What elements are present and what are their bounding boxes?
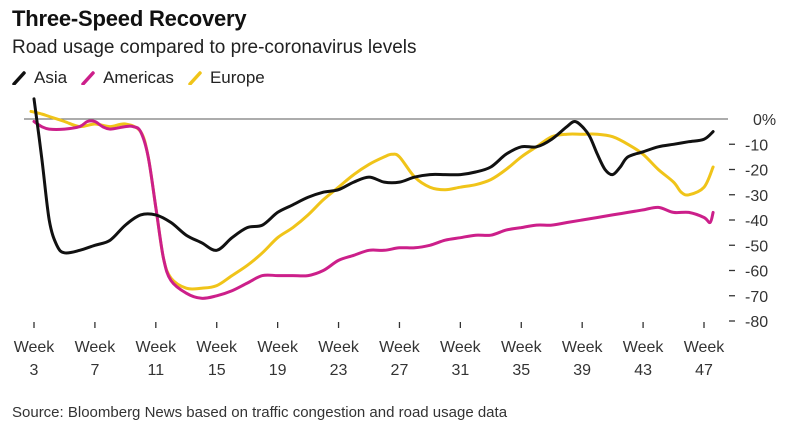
x-tick-label-week: Week bbox=[257, 339, 299, 356]
x-tick-label-week: Week bbox=[684, 339, 726, 356]
x-tick-label-number: 3 bbox=[30, 362, 39, 379]
x-tick-label-number: 27 bbox=[391, 362, 409, 379]
x-tick-label-number: 35 bbox=[512, 362, 530, 379]
legend-swatch-europe bbox=[188, 71, 202, 85]
y-tick-label: -60 bbox=[745, 264, 768, 281]
legend-item-asia: Asia bbox=[12, 68, 67, 88]
x-tick-label-number: 39 bbox=[573, 362, 591, 379]
x-tick-label-number: 7 bbox=[90, 362, 99, 379]
x-tick-label-number: 19 bbox=[269, 362, 287, 379]
series-line-europe bbox=[29, 109, 715, 291]
series-line-americas bbox=[32, 119, 715, 300]
x-tick-label-week: Week bbox=[623, 339, 665, 356]
x-tick-label-week: Week bbox=[75, 339, 117, 356]
y-tick-label: -80 bbox=[745, 314, 768, 331]
x-tick-label-week: Week bbox=[440, 339, 482, 356]
legend-swatch-asia bbox=[12, 71, 26, 85]
x-tick-label-number: 15 bbox=[208, 362, 226, 379]
x-tick-label-week: Week bbox=[196, 339, 238, 356]
y-tick-label: 0% bbox=[753, 112, 776, 129]
source-note: Source: Bloomberg News based on traffic … bbox=[12, 404, 508, 421]
x-tick-label-week: Week bbox=[379, 339, 421, 356]
x-tick-label-number: 31 bbox=[451, 362, 469, 379]
chart-title: Three-Speed Recovery bbox=[12, 6, 247, 31]
x-tick-label-number: 23 bbox=[330, 362, 348, 379]
x-tick-label-week: Week bbox=[562, 339, 604, 356]
legend-item-europe: Europe bbox=[188, 68, 265, 88]
legend: Asia Americas Europe bbox=[12, 68, 279, 88]
y-tick-label: -30 bbox=[745, 188, 768, 205]
x-tick-label-number: 43 bbox=[634, 362, 652, 379]
legend-label-asia: Asia bbox=[34, 68, 68, 87]
legend-swatch-americas bbox=[81, 71, 95, 85]
legend-label-europe: Europe bbox=[209, 68, 265, 87]
legend-label-americas: Americas bbox=[103, 68, 174, 87]
x-tick-label-week: Week bbox=[136, 339, 178, 356]
y-tick-label: -50 bbox=[745, 238, 768, 255]
x-tick-label-week: Week bbox=[501, 339, 543, 356]
x-tick-label-week: Week bbox=[14, 339, 56, 356]
series-line-asia bbox=[32, 97, 715, 255]
x-tick-label-week: Week bbox=[318, 339, 360, 356]
y-tick-label: -10 bbox=[745, 137, 768, 154]
chart-subtitle: Road usage compared to pre-coronavirus l… bbox=[12, 37, 417, 58]
y-tick-label: -40 bbox=[745, 213, 768, 230]
y-tick-label: -70 bbox=[745, 289, 768, 306]
y-tick-label: -20 bbox=[745, 163, 768, 180]
x-tick-label-number: 11 bbox=[148, 362, 165, 379]
x-tick-label-number: 47 bbox=[695, 362, 713, 379]
legend-item-americas: Americas bbox=[81, 68, 174, 88]
